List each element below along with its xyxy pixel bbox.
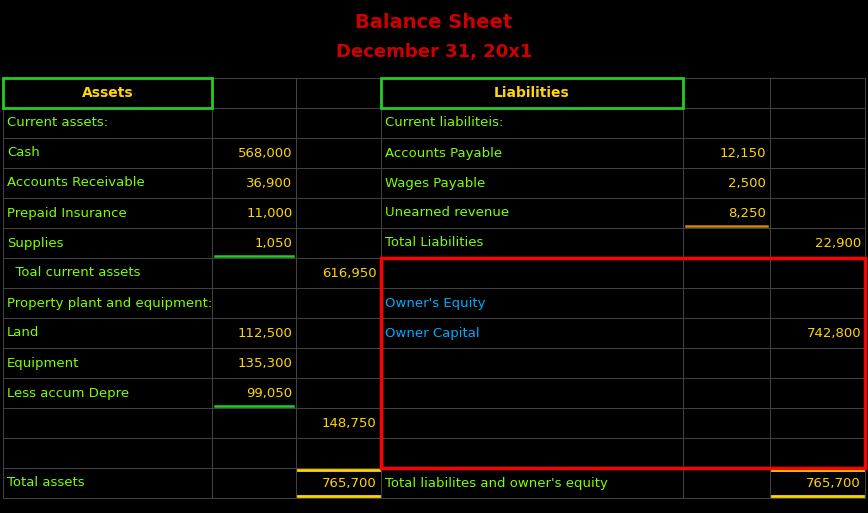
- Text: 1,050: 1,050: [254, 236, 293, 249]
- Text: Assets: Assets: [82, 86, 134, 100]
- Text: December 31, 20x1: December 31, 20x1: [336, 43, 532, 61]
- Text: 148,750: 148,750: [322, 417, 377, 429]
- Text: 11,000: 11,000: [247, 207, 293, 220]
- Text: Total assets: Total assets: [7, 477, 84, 489]
- Text: Total liabilites and owner's equity: Total liabilites and owner's equity: [385, 477, 608, 489]
- Text: Property plant and equipment:: Property plant and equipment:: [7, 297, 213, 309]
- Text: 8,250: 8,250: [728, 207, 766, 220]
- Text: Less accum Depre: Less accum Depre: [7, 386, 129, 400]
- Text: 12,150: 12,150: [720, 147, 766, 160]
- Text: Balance Sheet: Balance Sheet: [355, 12, 513, 31]
- Text: 616,950: 616,950: [322, 266, 377, 280]
- Bar: [3, 78, 212, 108]
- Text: Unearned revenue: Unearned revenue: [385, 207, 509, 220]
- Bar: [381, 78, 683, 108]
- Text: Land: Land: [7, 326, 39, 340]
- Text: 36,900: 36,900: [247, 176, 293, 189]
- Text: Accounts Payable: Accounts Payable: [385, 147, 502, 160]
- Text: Current liabiliteis:: Current liabiliteis:: [385, 116, 503, 129]
- Bar: [381, 258, 865, 468]
- Text: Wages Payable: Wages Payable: [385, 176, 485, 189]
- Text: Prepaid Insurance: Prepaid Insurance: [7, 207, 127, 220]
- Text: Cash: Cash: [7, 147, 40, 160]
- Text: Owner Capital: Owner Capital: [385, 326, 479, 340]
- Text: 112,500: 112,500: [238, 326, 293, 340]
- Text: 2,500: 2,500: [728, 176, 766, 189]
- Text: Equipment: Equipment: [7, 357, 79, 369]
- Text: Owner's Equity: Owner's Equity: [385, 297, 485, 309]
- Text: 742,800: 742,800: [806, 326, 861, 340]
- Text: Supplies: Supplies: [7, 236, 63, 249]
- Text: Total Liabilities: Total Liabilities: [385, 236, 483, 249]
- Text: Liabilities: Liabilities: [494, 86, 569, 100]
- Text: Current assets:: Current assets:: [7, 116, 108, 129]
- Text: 765,700: 765,700: [322, 477, 377, 489]
- Text: 99,050: 99,050: [247, 386, 293, 400]
- Text: 568,000: 568,000: [238, 147, 293, 160]
- Text: Accounts Receivable: Accounts Receivable: [7, 176, 145, 189]
- Text: 765,700: 765,700: [806, 477, 861, 489]
- Text: 135,300: 135,300: [238, 357, 293, 369]
- Text: Toal current assets: Toal current assets: [7, 266, 141, 280]
- Text: 22,900: 22,900: [815, 236, 861, 249]
